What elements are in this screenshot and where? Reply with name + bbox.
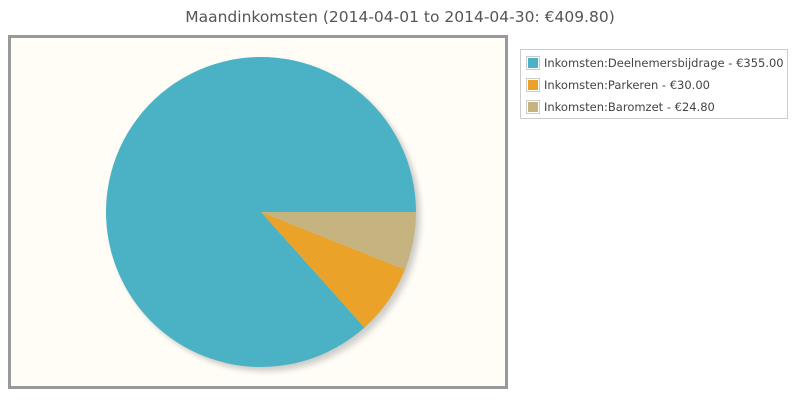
legend: Inkomsten:Deelnemersbijdrage - €355.00 I… [520,49,788,119]
pie-slice[interactable] [261,212,405,328]
legend-swatch-frame [526,78,540,92]
pie-chart [105,56,422,373]
pie-slices [105,56,417,367]
chart-title: Maandinkomsten (2014-04-01 to 2014-04-30… [185,8,615,26]
pie-slice[interactable] [105,56,417,367]
legend-swatch-frame [526,100,540,114]
pie-slice[interactable] [261,212,416,270]
legend-swatch [528,58,538,68]
legend-label: Inkomsten:Baromzet - €24.80 [544,100,715,114]
legend-label: Inkomsten:Parkeren - €30.00 [544,78,710,92]
legend-swatch-frame [526,56,540,70]
legend-item: Inkomsten:Baromzet - €24.80 [526,96,787,118]
legend-swatch [528,80,538,90]
legend-item: Inkomsten:Deelnemersbijdrage - €355.00 [526,52,787,74]
plot-area [8,35,508,389]
legend-swatch [528,102,538,112]
legend-item: Inkomsten:Parkeren - €30.00 [526,74,787,96]
legend-label: Inkomsten:Deelnemersbijdrage - €355.00 [544,56,784,70]
